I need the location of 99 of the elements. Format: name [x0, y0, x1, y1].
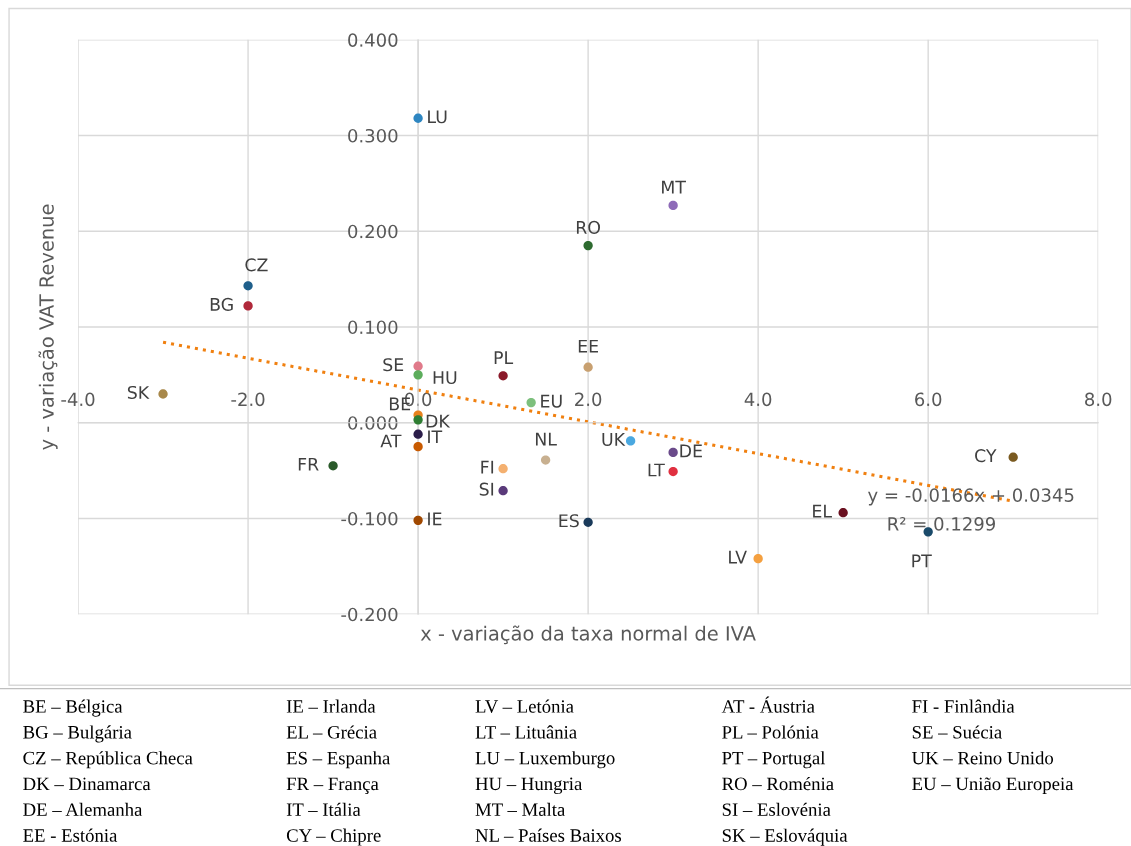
annotation: FI: [481, 460, 494, 474]
text: CZ – República Checa: [23, 751, 193, 769]
text: LV – Letónia: [475, 699, 574, 713]
annotation: IT: [428, 430, 443, 444]
annotation: AT: [380, 434, 402, 448]
point: [328, 461, 338, 471]
x-tick-label: 2.0: [575, 392, 602, 407]
y-axis-title: y - variação VAT Revenue: [38, 204, 58, 450]
text: PT – Portugal: [722, 751, 826, 769]
point: [413, 113, 423, 123]
x-tick-label: 8.0: [1085, 392, 1112, 407]
point: [540, 455, 551, 465]
text: IT – Itália: [286, 802, 361, 817]
point: [243, 301, 253, 311]
annotation: PL: [494, 351, 514, 364]
text: IE – Irlanda: [286, 699, 376, 713]
x-tick-label: 6.0: [915, 392, 942, 407]
point: [753, 554, 763, 564]
annotation: CZ: [245, 258, 268, 272]
text: ES – Espanha: [286, 751, 391, 769]
point: [1008, 452, 1018, 462]
annotation: EL: [813, 504, 832, 518]
text: DE – Alemanha: [23, 802, 143, 817]
point: [923, 527, 933, 537]
annotation: HU: [433, 371, 457, 385]
point: [668, 447, 678, 458]
annotation: UK: [602, 433, 626, 446]
annotation: LV: [729, 550, 747, 564]
annotation: SE: [383, 358, 404, 372]
text: EL – Grécia: [286, 725, 377, 739]
x-tick-label: -4.0: [61, 392, 95, 407]
point: [498, 486, 508, 496]
text: SE – Suécia: [912, 725, 1002, 739]
annotation: ES: [559, 514, 579, 528]
y-tick-label: -0.200: [341, 607, 398, 622]
point: [413, 370, 423, 380]
annotation: SK: [127, 385, 150, 400]
point: [583, 362, 593, 372]
x-tick-label: 4.0: [744, 392, 772, 407]
text: HU – Hungria: [475, 777, 583, 795]
text: MT – Malta: [475, 802, 566, 817]
annotation: y = -0.0166x + 0.0345: [868, 488, 1074, 506]
point: [838, 508, 848, 518]
annotation: LT: [648, 463, 665, 477]
text: FI - Finlândia: [912, 699, 1015, 713]
text: FR – França: [286, 777, 379, 795]
text: DK – Dinamarca: [23, 777, 151, 791]
point: [243, 281, 253, 291]
text: LT – Lituânia: [475, 725, 577, 739]
annotation: SI: [479, 482, 494, 496]
annotation: LU: [428, 110, 447, 124]
point: [498, 371, 508, 381]
point: [413, 441, 423, 452]
point: [158, 389, 168, 399]
y-tick-label: 0.200: [348, 224, 398, 239]
annotation: R² = 0.1299: [888, 517, 995, 531]
point: [498, 464, 508, 474]
text: NL – Países Baixos: [475, 828, 622, 842]
text: BG – Bulgária: [23, 725, 132, 743]
point: [413, 361, 423, 371]
text: RO – Roménia: [722, 776, 834, 791]
annotation: PT: [912, 554, 932, 568]
point: [583, 517, 593, 527]
point: [668, 200, 678, 211]
text: LU – Luxemburgo: [475, 751, 615, 769]
x-axis-title: x - variação da taxa normal de IVA: [420, 625, 756, 645]
point: [625, 436, 636, 446]
text: EE - Estónia: [23, 828, 118, 842]
text: PL – Polónia: [722, 725, 819, 739]
annotation: NL: [535, 432, 557, 446]
annotation: DK: [426, 414, 451, 428]
y-tick-label: 0.300: [348, 128, 398, 143]
y-tick-label: 0.400: [348, 33, 398, 47]
text: AT - Áustria: [721, 696, 815, 713]
annotation: EE: [578, 339, 598, 353]
text: SI – Eslovénia: [722, 802, 831, 817]
x-tick-label: -2.0: [231, 392, 265, 407]
text: SK – Eslováquia: [722, 828, 848, 846]
text: BE – Bélgica: [23, 699, 123, 717]
annotation: FR: [298, 457, 319, 471]
y-tick-label: -0.100: [341, 511, 398, 526]
point: [668, 466, 678, 477]
annotation: IE: [428, 512, 442, 526]
annotation: DE: [680, 444, 702, 458]
point: [413, 415, 423, 425]
annotation: CY: [975, 449, 997, 463]
y-tick-label: 0.000: [348, 416, 398, 430]
point: [526, 397, 536, 408]
point: [583, 240, 593, 251]
text: CY – Chipre: [286, 828, 381, 846]
point: [413, 429, 423, 439]
annotation: EU: [541, 394, 562, 408]
text: EU – União Europeia: [912, 777, 1074, 795]
annotation: MT: [662, 180, 686, 194]
y-tick-label: 0.100: [348, 320, 398, 335]
annotation: RO: [576, 220, 601, 234]
text: UK – Reino Unido: [911, 751, 1054, 765]
point: [413, 515, 423, 526]
annotation: BG: [210, 297, 233, 311]
